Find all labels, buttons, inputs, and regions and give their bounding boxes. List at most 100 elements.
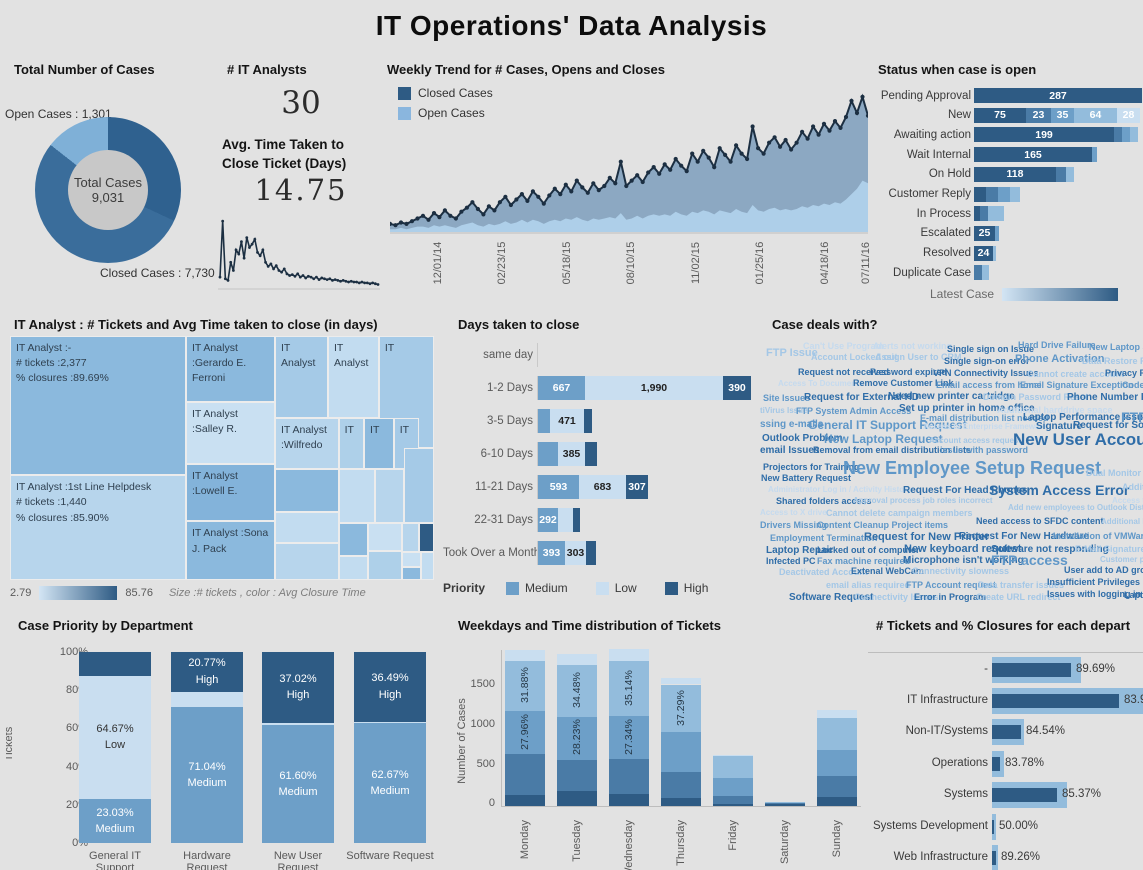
cloud-word[interactable]: Privacy Filt bbox=[1105, 368, 1143, 378]
days-bar-segment[interactable]: 390 bbox=[723, 376, 751, 400]
dept-bar-closed[interactable] bbox=[992, 725, 1021, 739]
days-bar[interactable] bbox=[537, 343, 538, 367]
status-bar-segment[interactable]: 287 bbox=[974, 88, 1142, 103]
treemap-cell[interactable] bbox=[338, 555, 369, 580]
days-bar-segment[interactable] bbox=[573, 508, 580, 532]
days-bar-segment[interactable] bbox=[538, 409, 550, 433]
days-bar-segment[interactable]: 303 bbox=[565, 541, 586, 565]
cloud-word[interactable]: FTP Account request bbox=[906, 580, 997, 590]
cloud-word[interactable]: Projectors for Training bbox=[763, 462, 860, 472]
cloud-word[interactable]: VPN Connectivity Issues bbox=[933, 368, 1039, 378]
weekday-bar-segment[interactable] bbox=[661, 797, 701, 806]
status-bar-segment[interactable]: 75 bbox=[974, 107, 1026, 123]
cloud-word[interactable]: Cannot delete campaign members bbox=[826, 508, 973, 518]
weekday-bar-segment[interactable]: 31.88% bbox=[505, 661, 545, 711]
days-bar-segment[interactable]: 393 bbox=[538, 541, 565, 565]
cloud-word[interactable]: Need new printer cartridge bbox=[888, 391, 1015, 402]
status-bar-segment[interactable]: 199 bbox=[974, 127, 1114, 143]
dept-bar-closed[interactable] bbox=[992, 851, 996, 865]
cloud-word[interactable]: Request for External HD bbox=[804, 392, 920, 403]
cloud-word[interactable]: Add new employees to Outlook Distribu bbox=[1008, 503, 1143, 512]
days-bar-segment[interactable] bbox=[538, 442, 558, 466]
weekday-bar-segment[interactable] bbox=[661, 678, 701, 685]
cloud-word[interactable]: Access to X drive bbox=[760, 508, 827, 517]
weekday-bar-segment[interactable] bbox=[557, 654, 597, 665]
weekday-bar-segment[interactable] bbox=[713, 803, 753, 806]
status-bar-segment[interactable]: 28 bbox=[1117, 107, 1140, 123]
cloud-word[interactable]: Alerts not working bbox=[873, 341, 953, 351]
cloud-word[interactable]: Outlook Problem bbox=[762, 433, 843, 444]
status-bar-segment[interactable] bbox=[974, 186, 986, 202]
days-bar[interactable]: 292 bbox=[537, 508, 580, 532]
status-bar-segment[interactable] bbox=[982, 265, 989, 281]
cloud-word[interactable]: Employment Termination bbox=[770, 533, 878, 543]
status-bar-segment[interactable] bbox=[1122, 127, 1130, 143]
weekday-bar-segment[interactable]: 34.48% bbox=[557, 665, 597, 718]
cloud-word[interactable]: Password expired bbox=[870, 367, 948, 377]
treemap-cell[interactable] bbox=[404, 448, 434, 523]
treemap-cell[interactable] bbox=[275, 511, 339, 544]
cloud-word[interactable]: tiVirus Issue bbox=[760, 406, 808, 415]
status-bar-segment[interactable] bbox=[986, 186, 998, 202]
cloud-word[interactable]: Microphone isn't working bbox=[903, 555, 1024, 566]
weekday-bar-segment[interactable] bbox=[713, 756, 753, 779]
dept-bar-total[interactable] bbox=[992, 814, 996, 840]
cloud-word[interactable]: FTP System Admin Access bbox=[796, 406, 912, 416]
cloud-word[interactable]: Single sign on Issue bbox=[947, 344, 1035, 354]
days-bar-segment[interactable]: 471 bbox=[550, 409, 584, 433]
priority-bar[interactable]: 23.03% Medium 64.67% Low bbox=[79, 652, 151, 843]
days-bar-segment[interactable]: 683 bbox=[579, 475, 626, 499]
cloud-word[interactable]: Single sign-on error bbox=[944, 356, 1030, 366]
cloud-word[interactable]: Phone Activation bbox=[1015, 353, 1105, 365]
cloud-word[interactable]: Site Issues bbox=[763, 393, 811, 403]
weekday-bar-segment[interactable] bbox=[557, 791, 597, 806]
dept-bar-closed[interactable] bbox=[992, 820, 994, 834]
priority-bar[interactable]: 61.60% Medium 37.02% High bbox=[262, 652, 334, 843]
status-bar-segment[interactable] bbox=[1130, 127, 1138, 143]
treemap-cell[interactable] bbox=[419, 522, 434, 552]
status-bar[interactable] bbox=[974, 265, 989, 281]
cloud-word[interactable]: Cannot create account bbox=[1027, 369, 1125, 379]
treemap-cell[interactable]: IT Analyst bbox=[275, 336, 328, 418]
days-bar[interactable]: 385 bbox=[537, 442, 597, 466]
weekday-bar-segment[interactable]: 28.23% bbox=[557, 717, 597, 761]
cloud-word[interactable]: Connectivity slowness bbox=[912, 566, 1010, 576]
status-bar[interactable]: 165 bbox=[974, 147, 1097, 163]
cloud-word[interactable]: New Laptop Sup bbox=[1089, 342, 1143, 352]
treemap-cell[interactable] bbox=[368, 550, 403, 580]
treemap-cell[interactable]: IT Analyst :Salley R. bbox=[185, 401, 275, 465]
weekday-bar-segment[interactable] bbox=[765, 803, 805, 806]
status-bar-segment[interactable]: 23 bbox=[1026, 107, 1051, 123]
status-bar-segment[interactable]: 165 bbox=[974, 147, 1092, 163]
status-bar[interactable]: 287 bbox=[974, 88, 1142, 103]
dept-bar-closed[interactable] bbox=[992, 788, 1057, 802]
status-bar-segment[interactable]: 25 bbox=[974, 225, 995, 241]
cloud-word[interactable]: Request for Software bbox=[1073, 420, 1143, 431]
cloud-word[interactable]: System Access Error bbox=[989, 482, 1130, 498]
treemap-cell[interactable] bbox=[275, 468, 339, 512]
status-bar-segment[interactable] bbox=[998, 186, 1010, 202]
weekday-bar-segment[interactable] bbox=[661, 771, 701, 798]
cloud-word[interactable]: Request for New Printer bbox=[864, 531, 990, 543]
priority-bar-segment[interactable]: 61.60% Medium bbox=[262, 725, 334, 843]
days-bar[interactable]: 393 303 bbox=[537, 541, 596, 565]
priority-bar-segment[interactable] bbox=[79, 652, 151, 676]
weekday-bar-segment[interactable]: 35.14% bbox=[609, 660, 649, 717]
days-bar-segment[interactable]: 292 bbox=[538, 508, 558, 532]
cloud-word[interactable]: Remove Customer Link bbox=[853, 378, 954, 388]
days-bar-segment[interactable]: 385 bbox=[558, 442, 585, 466]
treemap-cell[interactable] bbox=[402, 522, 420, 552]
weekday-bar-segment[interactable] bbox=[713, 796, 753, 804]
cloud-word[interactable]: Issues with logging in bbox=[1047, 589, 1142, 599]
weekday-bar-segment[interactable] bbox=[505, 650, 545, 662]
days-bar-segment[interactable] bbox=[585, 442, 597, 466]
cloud-word[interactable]: Shared folders access bbox=[776, 496, 872, 506]
weekday-bar-segment[interactable] bbox=[609, 793, 649, 806]
priority-bar-segment[interactable]: 71.04% Medium bbox=[171, 707, 243, 843]
treemap-cell[interactable]: IT Analyst :Gerardo E. Ferroni bbox=[185, 336, 275, 402]
cloud-word[interactable]: Data transfer issues bbox=[978, 580, 1065, 590]
cloud-word[interactable]: Error in Program bbox=[914, 592, 987, 602]
weekday-bar-segment[interactable] bbox=[817, 797, 857, 806]
weekday-bar-segment[interactable] bbox=[609, 759, 649, 794]
cloud-word[interactable]: Email Signature Exception bbox=[1020, 380, 1134, 390]
